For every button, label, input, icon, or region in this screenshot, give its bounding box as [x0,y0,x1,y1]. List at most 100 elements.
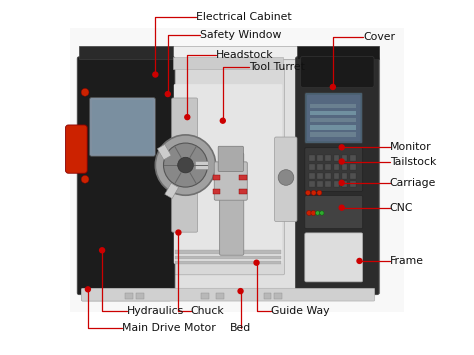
FancyBboxPatch shape [77,57,175,295]
FancyBboxPatch shape [305,196,363,229]
Circle shape [81,175,89,183]
Circle shape [85,287,91,292]
FancyBboxPatch shape [82,288,375,301]
Circle shape [81,88,89,96]
FancyBboxPatch shape [305,93,363,143]
Text: Monitor: Monitor [390,142,431,152]
Bar [310,132,356,137]
Polygon shape [297,46,379,59]
Circle shape [238,289,243,294]
Circle shape [339,205,344,210]
Bar [342,173,347,179]
Circle shape [317,190,322,195]
Bar [309,155,315,161]
Bar [334,155,339,161]
Text: Bed: Bed [230,323,251,333]
Circle shape [357,258,362,263]
FancyBboxPatch shape [92,100,153,154]
Bar [216,293,224,299]
Circle shape [278,170,294,185]
Bar [334,164,339,170]
Bar [310,125,356,130]
Bar [125,293,133,299]
Bar [310,111,356,115]
Text: Chuck: Chuck [191,306,225,316]
Bar [350,181,356,187]
Bar [213,175,220,180]
Bar [310,118,356,122]
Bar [317,155,323,161]
Bar [334,173,339,179]
Bar [195,161,208,169]
FancyBboxPatch shape [174,84,283,264]
Polygon shape [79,46,379,59]
Circle shape [339,180,344,185]
Bar [342,164,347,170]
Circle shape [165,92,170,97]
Circle shape [178,157,193,173]
Text: Hydraulics: Hydraulics [127,306,184,316]
Bar [334,181,339,187]
FancyBboxPatch shape [301,56,374,87]
Bar [325,181,331,187]
Text: Headstock: Headstock [216,50,273,60]
Bar [309,173,315,179]
Bar [317,164,323,170]
Circle shape [220,118,225,123]
FancyBboxPatch shape [65,125,87,173]
Polygon shape [79,59,379,293]
Circle shape [311,190,316,195]
FancyBboxPatch shape [219,153,244,255]
Bar [325,164,331,170]
FancyBboxPatch shape [305,233,363,282]
Bar [165,183,179,198]
Text: Tool Turret: Tool Turret [249,62,305,72]
Bar [309,164,315,170]
Bar [325,155,331,161]
Bar [317,173,323,179]
Polygon shape [79,46,173,59]
Circle shape [155,135,216,195]
Text: Electrical Cabinet: Electrical Cabinet [196,12,292,22]
Bar [175,261,282,264]
FancyBboxPatch shape [307,95,361,141]
Circle shape [176,230,181,235]
Text: Tailstock: Tailstock [390,157,436,166]
Circle shape [164,143,208,187]
Circle shape [100,248,105,253]
Polygon shape [173,57,283,69]
Text: Frame: Frame [390,256,424,266]
Bar [175,250,282,254]
Bar [136,293,144,299]
FancyBboxPatch shape [82,289,171,301]
Circle shape [339,159,344,164]
Bar [350,155,356,161]
Bar [213,189,220,194]
Bar [350,164,356,170]
Text: Carriage: Carriage [390,178,436,188]
Bar [325,173,331,179]
Polygon shape [70,28,404,312]
Bar [239,175,246,180]
Bar [309,181,315,187]
Bar [310,104,356,108]
FancyBboxPatch shape [274,137,297,222]
FancyBboxPatch shape [90,98,155,156]
FancyBboxPatch shape [172,68,284,275]
Circle shape [307,211,311,215]
Bar [350,173,356,179]
Text: CNC: CNC [390,203,413,213]
Circle shape [330,84,335,89]
Text: Safety Window: Safety Window [200,30,281,40]
Circle shape [254,260,259,265]
Bar [175,256,282,259]
Text: Cover: Cover [363,32,395,42]
Circle shape [339,145,344,150]
FancyBboxPatch shape [214,162,247,200]
FancyBboxPatch shape [305,148,363,191]
Bar [317,181,323,187]
Circle shape [320,211,324,215]
FancyBboxPatch shape [172,98,198,232]
Bar [342,181,347,187]
Circle shape [316,211,320,215]
